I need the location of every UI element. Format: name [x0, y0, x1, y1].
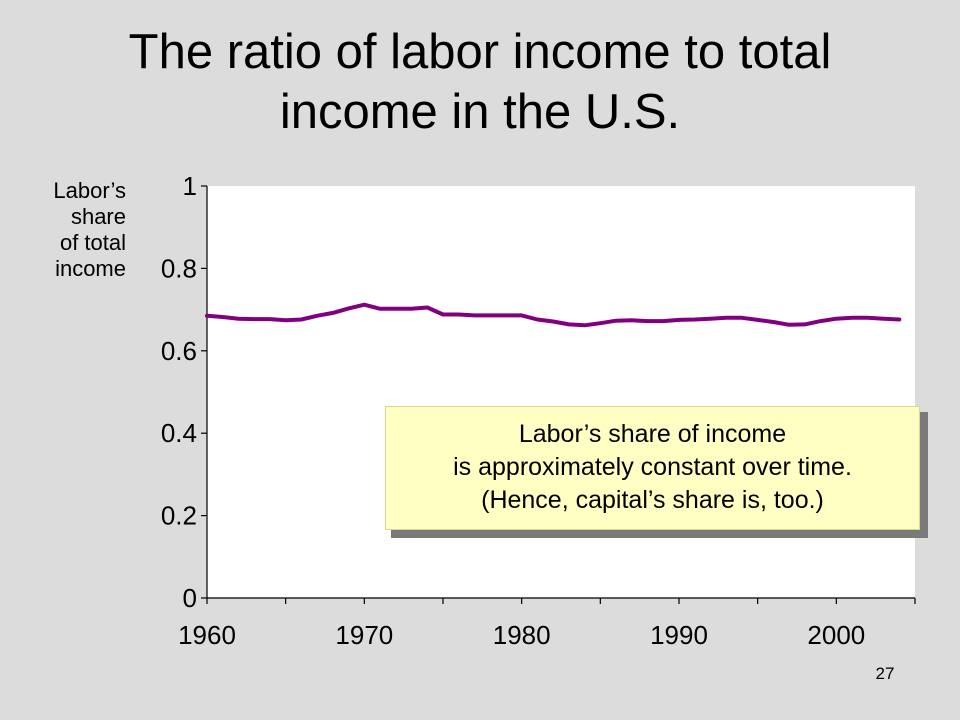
y-tick-label: 0	[183, 583, 197, 613]
slide-title: The ratio of labor income to total incom…	[0, 22, 960, 142]
x-tick-label: 1970	[335, 620, 393, 650]
y-tick-label: 0.8	[161, 253, 197, 283]
slide-title-line-1: The ratio of labor income to total	[128, 25, 832, 79]
series-line-labor-share	[205, 302, 902, 328]
x-tick-label: 1980	[493, 620, 551, 650]
y-tick-label: 0.4	[161, 418, 197, 448]
y-axis-label-line-2: share	[70, 204, 126, 229]
page-number: 27	[875, 664, 895, 683]
y-tick-label: 0.6	[161, 336, 197, 366]
y-tick-label: 1	[183, 171, 197, 201]
x-tick-label: 1960	[178, 620, 236, 650]
x-tick-label: 1990	[650, 620, 708, 650]
callout-box: Labor’s share of income is approximately…	[385, 406, 920, 530]
x-tick-label: 2000	[807, 620, 865, 650]
y-axis-label-line-3: of total	[59, 230, 126, 255]
y-axis-label: Labor’s share of total income	[20, 178, 126, 282]
callout-line-3: (Hence, capital’s share is, too.)	[481, 486, 824, 514]
callout-line-2: is approximately constant over time.	[453, 453, 852, 481]
callout-line-1: Labor’s share of income	[518, 420, 787, 448]
slide-title-line-2: income in the U.S.	[279, 85, 681, 139]
y-axis-label-line-1: Labor’s	[53, 178, 126, 203]
y-tick-label: 0.2	[161, 501, 197, 531]
y-axis-label-line-4: income	[55, 256, 126, 281]
